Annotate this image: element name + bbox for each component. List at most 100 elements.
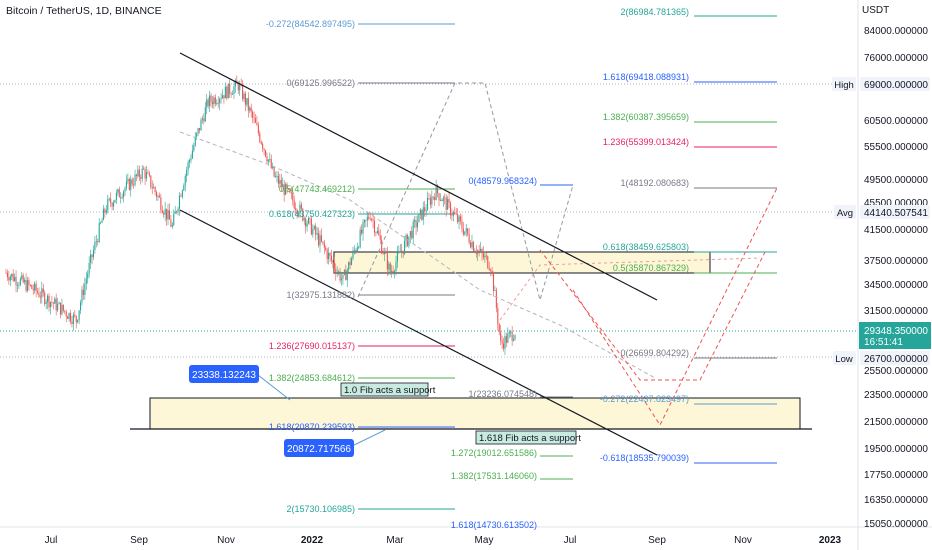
- candle-body: [180, 195, 182, 197]
- candle-body: [164, 208, 166, 215]
- candle-body: [264, 150, 267, 157]
- candle-body: [451, 215, 453, 217]
- price-badge-1-text: 23338.132243: [192, 370, 256, 381]
- channel-upper-line: [179, 52, 658, 301]
- candle-body: [183, 185, 185, 191]
- price-tick-60500: 60500.000000: [864, 116, 928, 127]
- candle-body: [398, 251, 400, 253]
- candle-body: [173, 213, 175, 226]
- candle-body: [474, 250, 476, 252]
- price-tick-21500: 21500.000000: [864, 417, 928, 428]
- candle-body: [38, 292, 40, 297]
- time-tick-nov-2022: Nov: [734, 535, 752, 546]
- candle-body: [230, 93, 232, 95]
- candle-body: [318, 233, 320, 246]
- candle-body: [438, 193, 440, 201]
- fib-label-mid-1272: 1.272(19012.651586): [451, 448, 537, 458]
- candle-body: [62, 304, 64, 311]
- candle-body: [452, 212, 454, 216]
- candle-body: [118, 189, 120, 198]
- candle-body: [45, 302, 47, 304]
- time-tick-jul: Jul: [45, 535, 58, 546]
- candle-body: [181, 190, 183, 197]
- candle-body: [375, 232, 377, 234]
- candle-body: [115, 192, 117, 200]
- candle-body: [108, 198, 110, 200]
- candle-body: [5, 272, 7, 274]
- candle-body: [120, 197, 122, 199]
- fib-label-left-05: 0.5(47743.469212): [279, 184, 355, 194]
- candle-body: [196, 132, 198, 137]
- candle-body: [244, 93, 246, 105]
- candle-body: [470, 242, 472, 248]
- candle-body: [25, 279, 27, 291]
- candle-body: [505, 336, 507, 343]
- candle-body: [497, 308, 499, 324]
- candle-body: [148, 173, 150, 176]
- candle-body: [282, 184, 284, 187]
- price-badge-1: [189, 365, 259, 383]
- candle-body: [163, 212, 165, 215]
- channel-lower-line: [179, 209, 658, 456]
- candle-body: [396, 252, 398, 262]
- candle-body: [330, 255, 333, 261]
- candle-body: [80, 302, 82, 311]
- candle-body: [332, 260, 334, 263]
- candle-body: [234, 80, 236, 87]
- candle-body: [68, 313, 70, 319]
- candle-body: [279, 180, 281, 184]
- candle-body: [190, 158, 192, 161]
- price-axis-currency: USDT: [862, 5, 889, 16]
- candle-body: [333, 262, 335, 269]
- candle-body: [91, 254, 93, 258]
- candle-body: [95, 241, 97, 243]
- candle-body: [197, 128, 199, 133]
- fib-label-right-05: 0.5(35870.867329): [613, 263, 689, 273]
- candle-body: [221, 95, 224, 99]
- candle-body: [399, 251, 401, 253]
- candle-body: [47, 295, 49, 303]
- candle-body: [378, 230, 380, 236]
- candle-body: [355, 250, 357, 252]
- candle-body: [471, 241, 473, 248]
- candle-body: [478, 250, 480, 252]
- candle-body: [447, 198, 449, 210]
- candle-body: [475, 251, 477, 254]
- candle-body: [439, 199, 441, 201]
- candle-body: [448, 198, 450, 203]
- candle-body: [141, 168, 143, 179]
- candle-body: [457, 214, 459, 223]
- candle-body: [316, 233, 318, 235]
- candle-body: [434, 197, 436, 200]
- candle-body: [39, 296, 41, 298]
- candle-body: [422, 207, 424, 220]
- candle-body: [21, 275, 23, 279]
- time-tick-sep-2022: Sep: [648, 535, 666, 546]
- candle-body: [412, 221, 414, 239]
- candle-body: [166, 208, 168, 220]
- candle-body: [226, 86, 228, 99]
- candle-body: [309, 217, 311, 219]
- candle-body: [90, 254, 92, 263]
- candle-body: [462, 228, 464, 235]
- projection-paths: [179, 82, 778, 427]
- candle-body: [392, 270, 394, 273]
- candle-body: [207, 99, 209, 106]
- candle-body: [365, 220, 367, 221]
- candle-body: [194, 136, 196, 146]
- candle-body: [437, 185, 439, 194]
- candle-body: [145, 172, 148, 179]
- fib-label-right-0: 0(26699.804292): [620, 348, 689, 358]
- candle-body: [184, 176, 186, 186]
- candle-body: [100, 222, 102, 224]
- fib-label-right-0618: 0.618(38459.625803): [603, 242, 689, 252]
- gray-projection-path: [357, 82, 574, 302]
- red-projection-path-1: [572, 187, 778, 427]
- candle-body: [385, 251, 387, 254]
- candle-body: [191, 150, 193, 159]
- candle-body: [105, 210, 107, 213]
- candle-body: [492, 272, 495, 291]
- red-projection-path-2: [539, 249, 766, 381]
- time-tick-jul-2022: Jul: [564, 535, 577, 546]
- candle-body: [253, 117, 255, 119]
